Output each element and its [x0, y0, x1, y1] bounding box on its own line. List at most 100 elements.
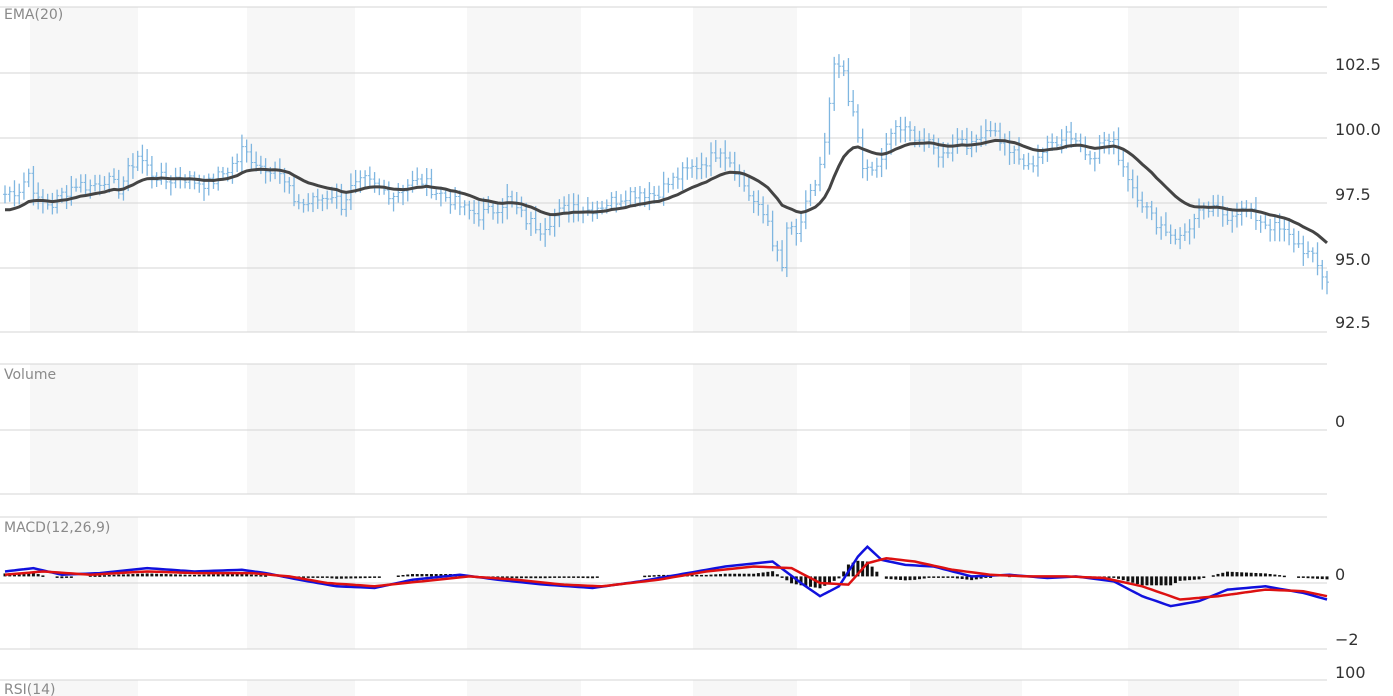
macd-histogram-bar [510, 576, 514, 579]
macd-histogram-bar [1325, 576, 1329, 580]
background-band [247, 680, 355, 696]
macd-histogram-bar [439, 574, 443, 577]
macd-histogram-bar [1301, 576, 1305, 578]
background-band [910, 7, 1022, 332]
macd-histogram-bar [235, 573, 239, 577]
macd-histogram-bar [226, 573, 230, 577]
macd-histogram-bar [264, 575, 268, 577]
macd-histogram [3, 560, 1329, 589]
macd-histogram-bar [41, 575, 45, 577]
macd-histogram-bar [259, 575, 263, 577]
macd-histogram-bar [979, 576, 983, 579]
macd-histogram-bar [31, 572, 35, 577]
macd-histogram-bar [524, 576, 528, 579]
macd-histogram-bar [1311, 576, 1315, 579]
macd-histogram-bar [1240, 572, 1244, 577]
macd-histogram-bar [1211, 575, 1215, 577]
macd-histogram-bar [1173, 576, 1177, 584]
macd-histogram-bar [98, 575, 102, 577]
macd-histogram-bar [406, 574, 410, 577]
macd-histogram-bar [842, 571, 846, 577]
macd-histogram-bar [335, 576, 339, 579]
macd-histogram-bar [586, 576, 590, 579]
macd-histogram-bar [136, 573, 140, 577]
volume-tick: 0 [1335, 412, 1345, 431]
macd-histogram-bar [1320, 576, 1324, 580]
macd-histogram-bar [221, 574, 225, 577]
macd-histogram-bar [1197, 576, 1201, 580]
macd-histogram-bar [306, 576, 310, 578]
macd-histogram-bar [951, 576, 955, 578]
macd-histogram-bar [22, 572, 26, 577]
macd-histogram-bar [1316, 576, 1320, 579]
macd-histogram-bar [131, 574, 135, 577]
macd-histogram-bar [103, 575, 107, 577]
macd-histogram-bar [572, 576, 576, 578]
macd-histogram-bar [809, 576, 813, 587]
macd-histogram-bar [155, 573, 159, 577]
macd-histogram-bar [145, 573, 149, 577]
background-band [693, 680, 797, 696]
macd-histogram-bar [936, 576, 940, 578]
price-tick: 95.0 [1335, 250, 1371, 269]
macd-histogram-bar [330, 576, 334, 579]
macd-histogram-bar [36, 574, 40, 577]
macd-histogram-bar [60, 576, 64, 579]
macd-histogram-bar [960, 576, 964, 579]
macd-histogram-bar [647, 575, 651, 577]
macd-histogram-bar [799, 576, 803, 586]
macd-histogram-bar [3, 573, 7, 577]
macd-histogram-bar [1107, 576, 1111, 578]
macd-histogram-bar [728, 573, 732, 577]
price-tick: 102.5 [1335, 55, 1381, 74]
macd-histogram-bar [785, 576, 789, 581]
price-panel-title: EMA(20) [4, 7, 63, 23]
macd-histogram-bar [908, 576, 912, 581]
macd-tick: 0 [1335, 565, 1345, 584]
macd-histogram-bar [714, 574, 718, 577]
price-tick: 100.0 [1335, 120, 1381, 139]
background-band [910, 680, 1022, 696]
macd-histogram-bar [709, 574, 713, 577]
macd-histogram-bar [349, 576, 353, 579]
macd-histogram-bar [1126, 576, 1130, 582]
rsi-tick: 100 [1335, 663, 1366, 682]
background-band [467, 680, 581, 696]
macd-histogram-bar [373, 576, 377, 578]
macd-histogram-bar [216, 574, 220, 577]
macd-histogram-bar [1135, 576, 1139, 585]
macd-histogram-bar [690, 574, 694, 577]
macd-histogram-bar [870, 566, 874, 577]
macd-histogram-bar [211, 574, 215, 577]
macd-histogram-bar [501, 576, 505, 578]
macd-histogram-bar [595, 576, 599, 578]
macd-histogram-bar [1169, 576, 1173, 586]
macd-histogram-bar [1273, 574, 1277, 577]
macd-histogram-bar [548, 576, 552, 579]
macd-histogram-bar [761, 572, 765, 577]
macd-histogram-bar [515, 576, 519, 579]
background-band [693, 364, 797, 494]
macd-histogram-bar [889, 576, 893, 580]
macd-histogram-bar [358, 576, 362, 579]
macd-histogram-bar [922, 576, 926, 579]
macd-histogram-bar [207, 574, 211, 577]
macd-histogram-bar [562, 576, 566, 578]
macd-histogram-bar [832, 576, 836, 581]
macd-histogram-bar [1244, 572, 1248, 577]
volume-panel-title: Volume [4, 367, 56, 383]
macd-layer [4, 544, 1328, 608]
price-tick: 92.5 [1335, 313, 1371, 332]
macd-histogram-bar [320, 576, 324, 578]
macd-histogram-bar [415, 574, 419, 577]
macd-histogram-bar [55, 576, 59, 578]
macd-histogram-bar [903, 576, 907, 581]
macd-histogram-bar [93, 575, 97, 577]
macd-histogram-bar [984, 576, 988, 578]
macd-histogram-bar [107, 575, 111, 577]
macd-histogram-bar [534, 576, 538, 579]
price-tick: 97.5 [1335, 185, 1371, 204]
macd-histogram-bar [695, 574, 699, 577]
macd-histogram-bar [401, 574, 405, 577]
macd-histogram-bar [1249, 572, 1253, 577]
